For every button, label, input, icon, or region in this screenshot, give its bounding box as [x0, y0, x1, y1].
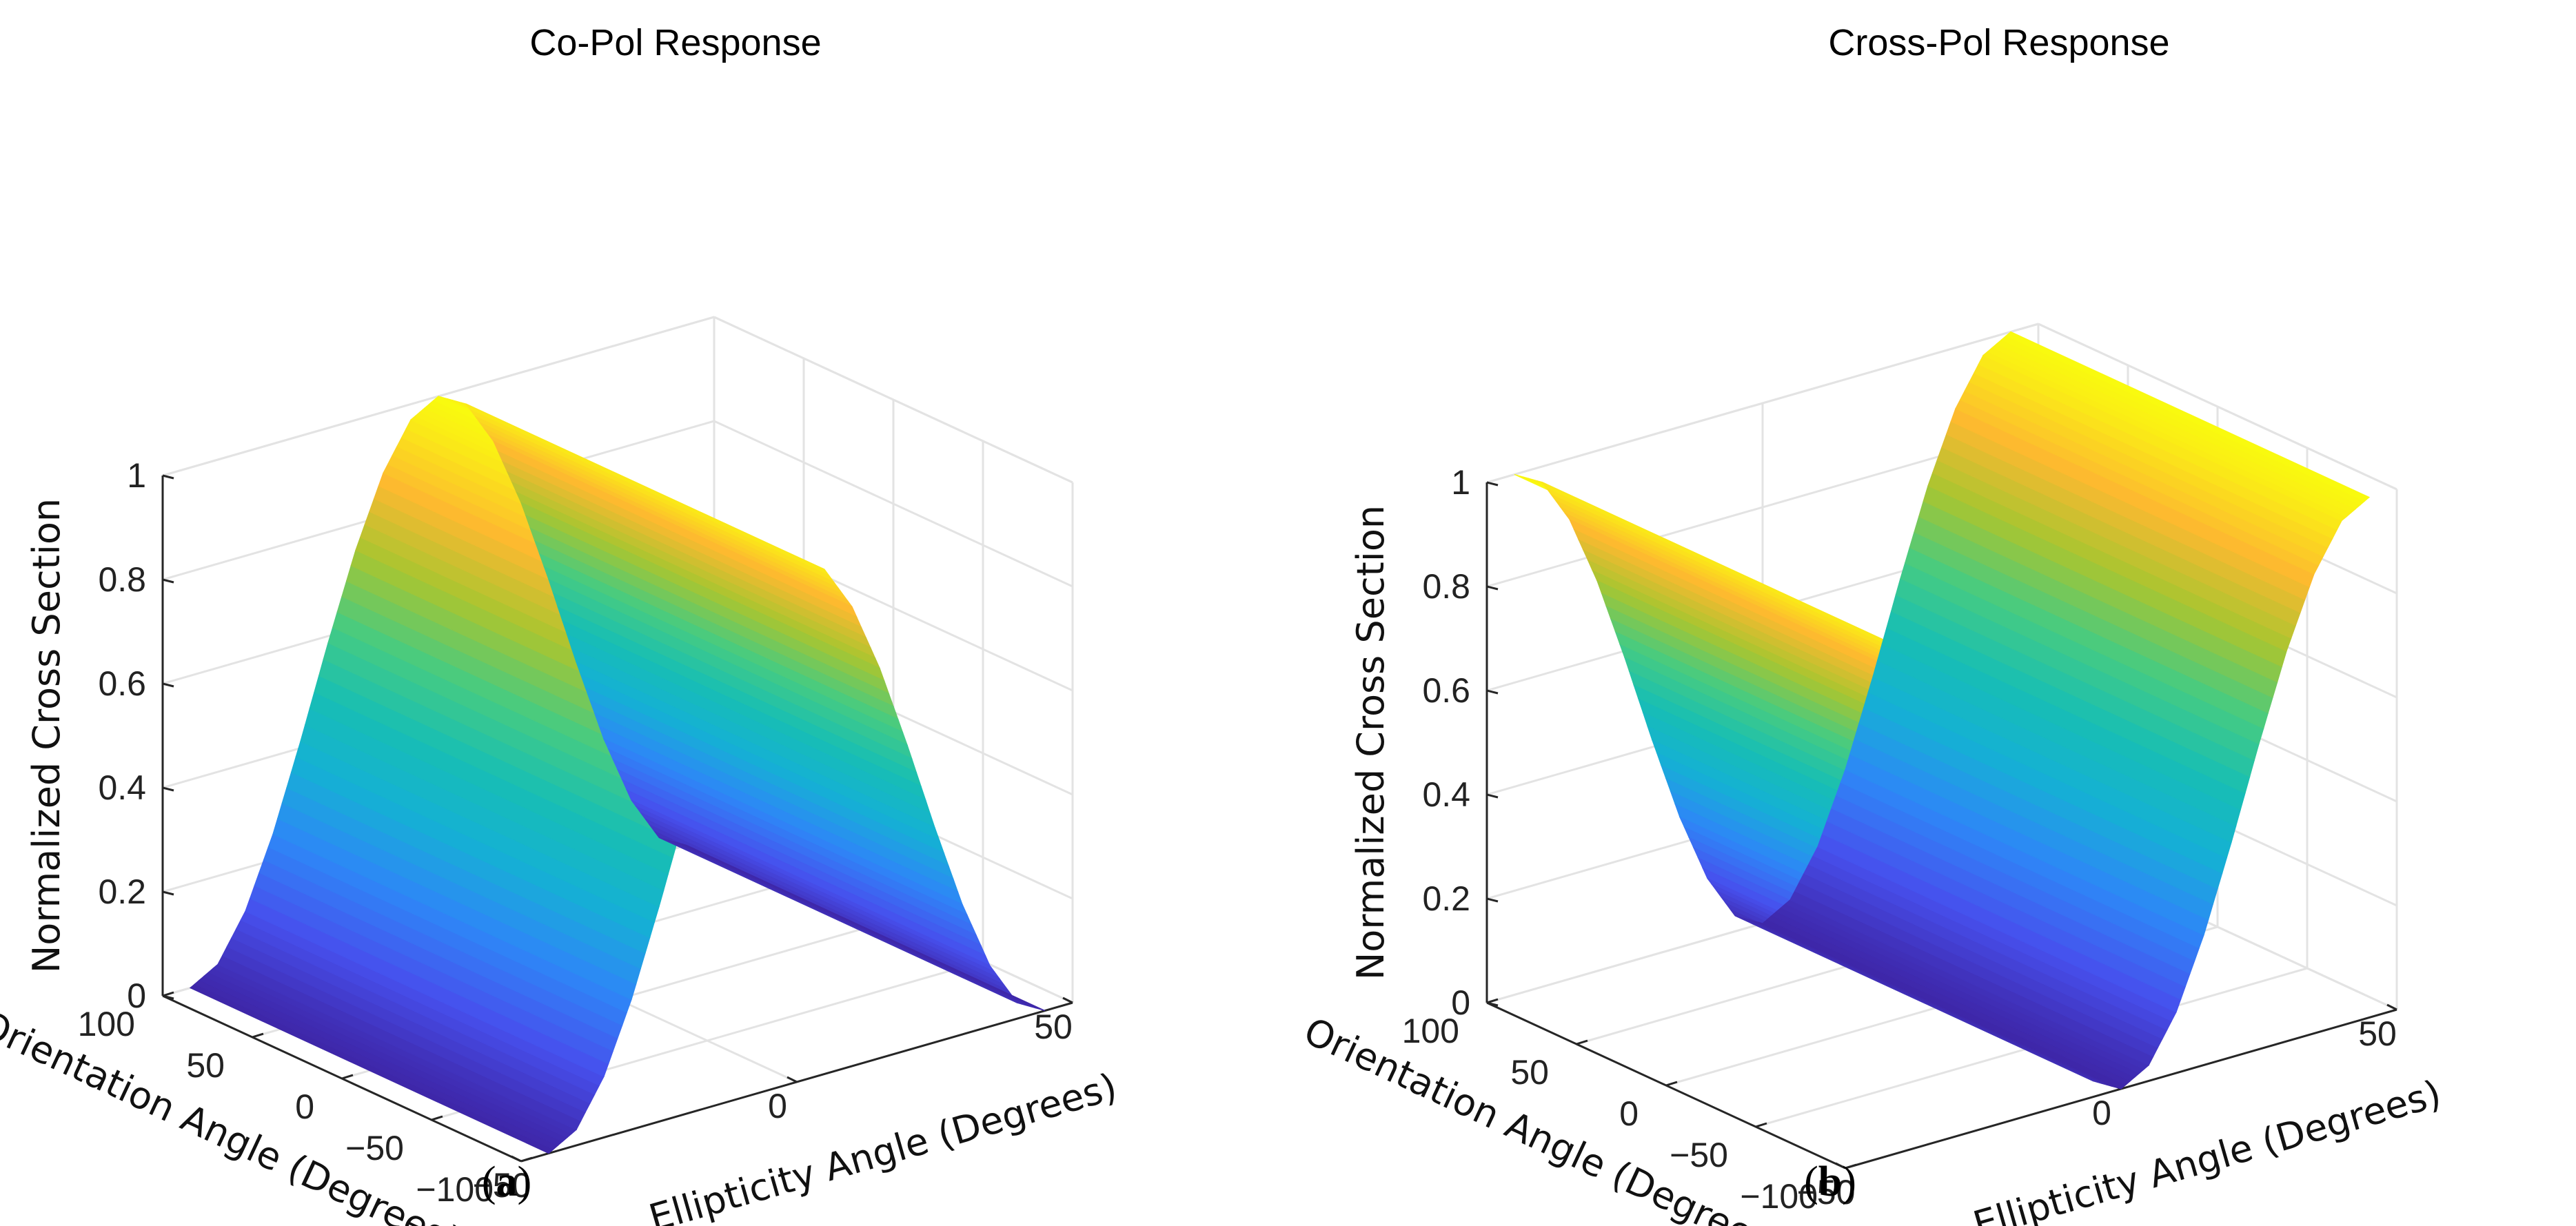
x-axis-label: Ellipticity Angle (Degrees) — [1969, 1072, 2446, 1226]
chart-title: Co-Pol Response — [529, 22, 821, 63]
z-tick-mark — [1486, 481, 1499, 487]
y-tick-mark — [1576, 1039, 1588, 1045]
y-tick-mark — [252, 1032, 264, 1039]
panel-caption-letter: a — [496, 1158, 518, 1205]
x-axis-label: Ellipticity Angle (Degrees) — [645, 1065, 1122, 1226]
surface-patch — [2005, 331, 2371, 502]
z-tick-mark — [1486, 897, 1499, 903]
x-tick-label: −50 — [473, 1166, 531, 1205]
surface — [1514, 331, 2371, 1090]
surface — [189, 396, 1046, 1154]
y-tick-label: −100 — [416, 1170, 494, 1209]
z-tick-mark — [162, 474, 174, 480]
y-tick-mark — [1665, 1081, 1678, 1087]
x-tick-mark — [1062, 997, 1073, 1004]
x-tick-label: 50 — [1034, 1008, 1073, 1046]
x-tick-mark — [511, 1155, 522, 1163]
panel-caption-letter: b — [1818, 1158, 1842, 1205]
y-tick-mark — [341, 1074, 354, 1080]
z-tick-mark — [1486, 689, 1499, 695]
y-tick-mark — [520, 1156, 533, 1163]
x-tick-mark — [787, 1076, 798, 1083]
y-axis-label: Orientation Angle (Degrees) — [1297, 1009, 1790, 1226]
y-tick-label: 100 — [78, 1005, 135, 1043]
grid-line — [713, 420, 1073, 588]
z-tick-label: 0.4 — [98, 768, 146, 807]
z-tick-mark — [1486, 585, 1499, 591]
x-tick-label: −50 — [1797, 1173, 1856, 1212]
z-tick-label: 0.6 — [1422, 671, 1470, 710]
y-tick-mark — [1845, 1163, 1857, 1169]
z-tick-label: 1 — [1451, 463, 1470, 502]
x-tick-label: 0 — [2092, 1094, 2111, 1132]
y-tick-label: 100 — [1402, 1012, 1459, 1050]
panel-co-pol: −50050−100−5005010000.20.40.60.81Ellipti… — [0, 22, 1122, 1226]
z-tick-label: 0.8 — [1422, 567, 1470, 606]
y-tick-label: 0 — [1619, 1094, 1639, 1133]
z-tick-label: 0.2 — [98, 872, 146, 911]
x-tick-label: 0 — [768, 1087, 787, 1125]
y-tick-label: −50 — [1670, 1136, 1728, 1174]
z-tick-mark — [1486, 1001, 1499, 1007]
panel-cross-pol: −50050−100−5005010000.20.40.60.81Ellipti… — [1297, 22, 2446, 1226]
z-tick-label: 0.2 — [1422, 879, 1470, 918]
z-tick-mark — [162, 890, 174, 896]
z-tick-mark — [162, 994, 174, 1000]
surface-patch — [682, 844, 1046, 1012]
x-tick-mark — [1835, 1162, 1846, 1169]
z-tick-label: 0.4 — [1422, 775, 1470, 814]
x-tick-mark — [2386, 1003, 2397, 1011]
y-tick-label: 50 — [186, 1046, 225, 1085]
x-tick-label: 50 — [2358, 1014, 2397, 1053]
grid-line — [1486, 323, 2039, 484]
panel-caption: (b) — [1804, 1158, 1856, 1205]
y-tick-label: −100 — [1740, 1177, 1818, 1216]
z-tick-mark — [162, 682, 174, 688]
z-axis-label: Normalized Cross Section — [25, 498, 68, 973]
y-tick-mark — [1755, 1122, 1767, 1128]
z-tick-label: 1 — [127, 456, 146, 495]
z-tick-mark — [1486, 793, 1499, 799]
z-tick-label: 0 — [127, 977, 146, 1015]
panel-caption: (a) — [482, 1158, 531, 1205]
z-tick-label: 0.6 — [98, 664, 146, 703]
grid-line — [713, 316, 1073, 484]
y-tick-label: −50 — [345, 1129, 404, 1167]
z-tick-label: 0 — [1451, 983, 1470, 1022]
y-tick-label: 0 — [295, 1087, 314, 1126]
z-tick-mark — [162, 578, 174, 584]
y-tick-label: 50 — [1510, 1053, 1549, 1092]
chart-title: Cross-Pol Response — [1828, 22, 2169, 63]
y-tick-mark — [431, 1115, 443, 1121]
z-tick-label: 0.8 — [98, 560, 146, 599]
axes — [161, 474, 1073, 1163]
grid-line — [2038, 323, 2397, 491]
z-axis-label: Normalized Cross Section — [1349, 505, 1392, 980]
z-tick-mark — [162, 786, 174, 792]
